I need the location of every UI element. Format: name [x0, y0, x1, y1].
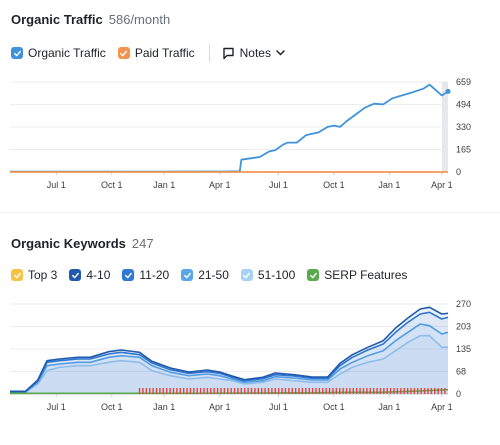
organic-traffic-label: Organic Traffic	[28, 46, 106, 60]
line-21-50	[10, 323, 449, 393]
area-11-20	[10, 312, 448, 394]
section-divider	[0, 212, 500, 213]
area-4-10	[10, 307, 448, 394]
4-10-label: 4-10	[86, 268, 111, 282]
organic-traffic-title: Organic Traffic	[11, 12, 103, 27]
21-50-label: 21-50	[198, 268, 229, 282]
y-tick-label: 0	[456, 167, 461, 177]
x-tick-label: Jan 1	[153, 180, 175, 190]
organic-traffic-heading: Organic Traffic 586/month	[11, 12, 170, 27]
x-tick-label: Oct 1	[323, 180, 345, 190]
line-4-10	[10, 306, 449, 393]
line-organic-traffic	[10, 83, 449, 173]
notes-dropdown[interactable]: Notes	[222, 46, 285, 60]
top-3-label: Top 3	[28, 268, 58, 282]
11-20-label: 11-20	[139, 268, 170, 282]
y-tick-label: 494	[456, 100, 471, 110]
legend-paid-traffic[interactable]: Paid Traffic	[117, 46, 195, 60]
organic-traffic-checkbox[interactable]	[11, 47, 23, 59]
serp-features-checkbox[interactable]	[307, 269, 320, 281]
21-50-checkbox[interactable]	[181, 269, 194, 281]
line-51-100	[10, 334, 448, 394]
x-tick-label: Jan 1	[378, 402, 400, 412]
organic-keywords-panel: Organic Keywords 247 Top 3 4-10 11-20 21-…	[0, 228, 500, 445]
notes-label: Notes	[239, 46, 271, 60]
legend-51-100[interactable]: 51-100	[240, 268, 296, 282]
legend-4-10[interactable]: 4-10	[69, 268, 110, 282]
paid-traffic-checkbox[interactable]	[117, 47, 130, 59]
notes-icon	[222, 47, 235, 60]
area-51-100	[10, 335, 448, 394]
51-100-checkbox[interactable]	[240, 269, 253, 281]
4-10-checkbox[interactable]	[69, 269, 82, 281]
x-tick-label: Jul 1	[47, 402, 66, 412]
y-tick-label: 270	[456, 299, 471, 309]
legend-serp-features[interactable]: SERP Features	[307, 268, 407, 282]
y-tick-label: 135	[456, 344, 471, 354]
x-tick-label: Oct 1	[323, 402, 345, 412]
x-tick-label: Jul 1	[269, 402, 288, 412]
y-tick-label: 165	[456, 145, 471, 155]
x-tick-label: Oct 1	[101, 402, 123, 412]
y-tick-label: 330	[456, 122, 471, 132]
organic-traffic-legend: Organic Traffic Paid Traffic Notes	[11, 44, 285, 62]
organic-keywords-title: Organic Keywords	[11, 236, 126, 251]
line-11-20	[10, 311, 449, 393]
x-tick-label: Jan 1	[153, 402, 175, 412]
top-3-checkbox[interactable]	[11, 269, 23, 281]
end-point-marker	[445, 88, 451, 94]
legend-top-3[interactable]: Top 3	[11, 268, 57, 282]
organic-traffic-chart: 659 494 330 165 0 Jul 1 Oct 1 Jan 1 Apr 1 Jul 1 Oc…	[10, 77, 471, 190]
chevron-down-icon	[276, 50, 285, 56]
paid-traffic-label: Paid Traffic	[134, 46, 195, 60]
x-tick-label: Apr 1	[431, 180, 453, 190]
x-tick-label: Jul 1	[269, 180, 288, 190]
x-tick-label: Jan 1	[378, 180, 400, 190]
organic-keywords-chart: 270 203 135 68 0 Jul 1 Oct 1 Jan 1 Apr 1 Jul 1 Oct…	[10, 299, 471, 412]
organic-traffic-value: 586/month	[108, 12, 171, 27]
x-tick-label: Jul 1	[47, 180, 66, 190]
11-20-checkbox[interactable]	[122, 269, 135, 281]
area-21-50	[10, 324, 448, 394]
legend-11-20[interactable]: 11-20	[122, 268, 169, 282]
chart-scroll-handle	[442, 82, 448, 172]
legend-separator	[208, 44, 210, 62]
legend-21-50[interactable]: 21-50	[181, 268, 229, 282]
51-100-label: 51-100	[257, 268, 296, 282]
organic-keywords-heading: Organic Keywords 247	[11, 236, 154, 251]
organic-keywords-legend: Top 3 4-10 11-20 21-50 51-100 SERP Featu…	[11, 268, 419, 282]
y-tick-label: 0	[456, 389, 461, 399]
legend-organic-traffic[interactable]: Organic Traffic	[11, 46, 106, 60]
y-tick-label: 68	[456, 367, 466, 377]
organic-traffic-panel: Organic Traffic 586/month Organic Traffic…	[0, 0, 500, 200]
serp-features-label: SERP Features	[324, 268, 408, 282]
x-tick-label: Oct 1	[101, 180, 123, 190]
x-tick-label: Apr 1	[431, 402, 453, 412]
y-tick-label: 203	[456, 322, 471, 332]
x-tick-label: Apr 1	[209, 180, 231, 190]
y-tick-label: 659	[456, 77, 471, 87]
x-tick-label: Apr 1	[209, 402, 231, 412]
organic-keywords-value: 247	[131, 236, 154, 251]
